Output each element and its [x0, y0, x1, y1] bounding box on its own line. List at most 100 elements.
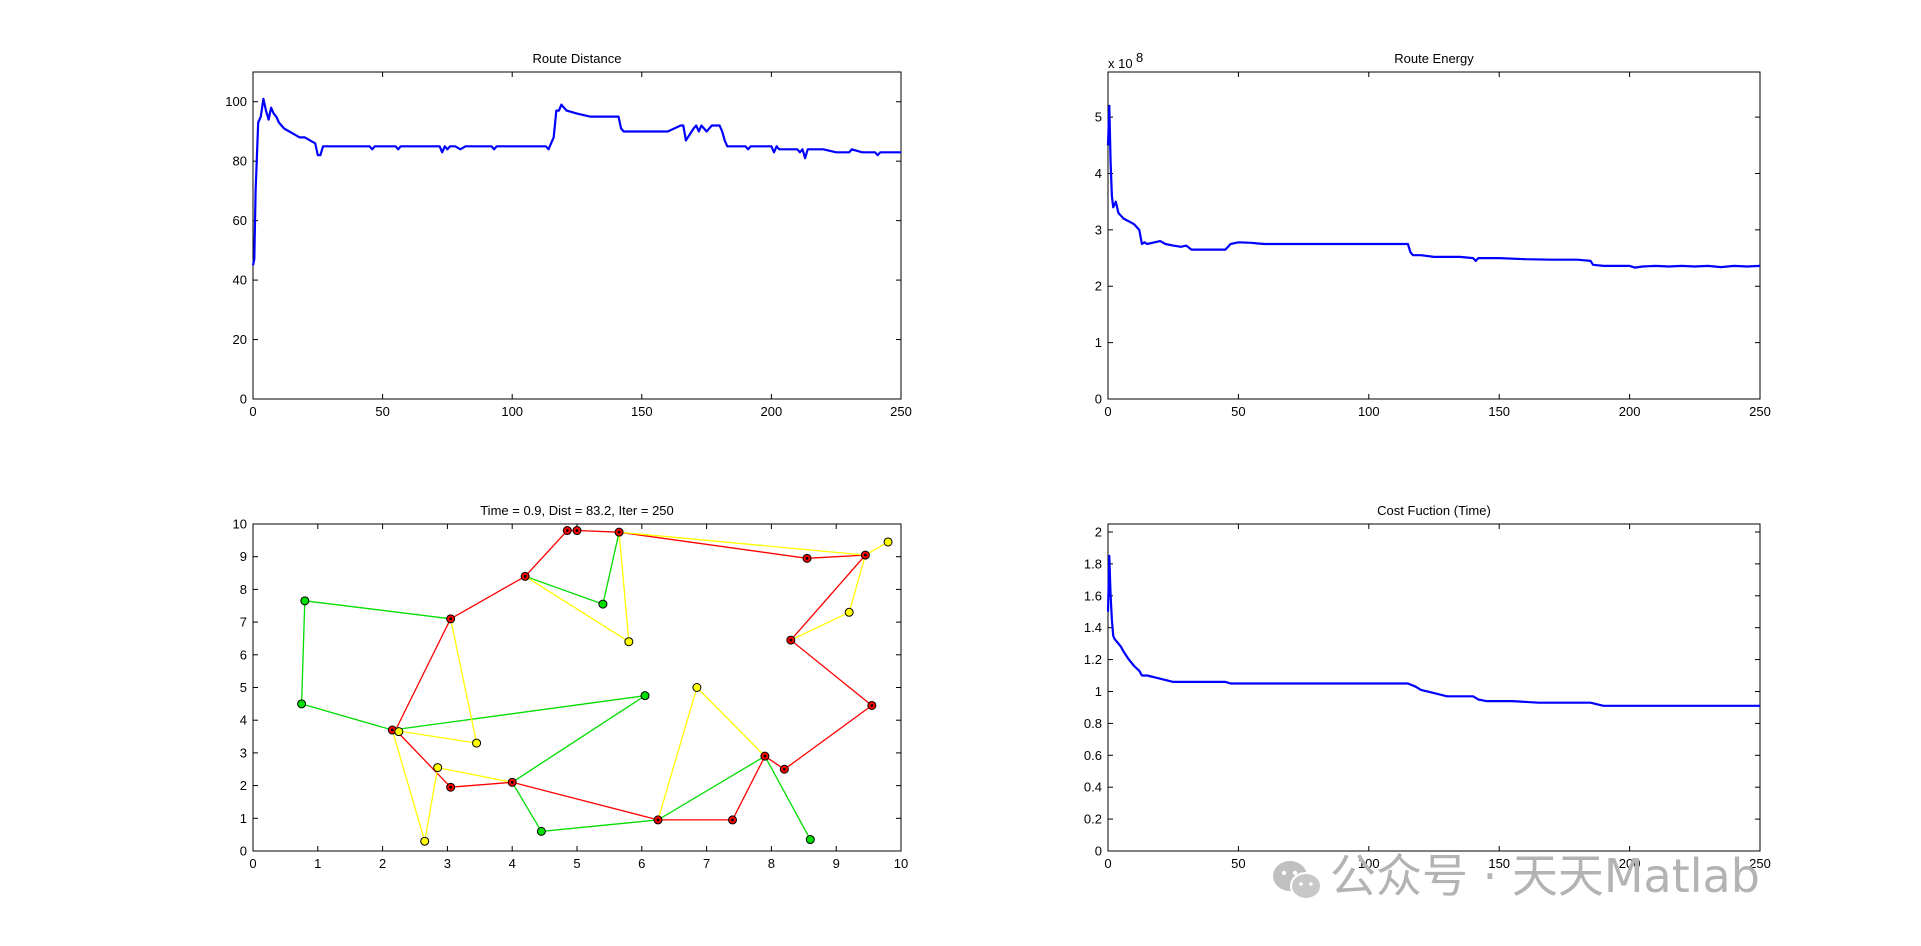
route-node-center	[575, 529, 579, 532]
chart-title: Route Energy	[1394, 51, 1474, 66]
route-node-center	[449, 617, 453, 621]
y-tick-label: 0.6	[1084, 748, 1102, 763]
route-node	[472, 738, 482, 748]
route-node-center	[449, 785, 453, 789]
watermark: 公众号 · 天天Matlab	[1273, 849, 1760, 903]
y-tick-label: 0.4	[1084, 780, 1102, 795]
plot-area	[252, 71, 902, 400]
plot-area	[1107, 523, 1761, 852]
y-tick-label: 1	[240, 811, 247, 826]
y-tick-label: 1.4	[1084, 620, 1102, 635]
x-tick-label: 50	[375, 404, 389, 419]
series-line	[1106, 554, 1760, 707]
x-tick-label: 150	[1488, 404, 1510, 419]
route-node-center	[656, 818, 660, 822]
cost-function-panel: 0 50 100 150 200 250 0 0.2 0.4 0.6 0.8 1 1.2 1.4 1.6 1.…	[1084, 503, 1771, 871]
y-exponent-label: x 10	[1108, 56, 1133, 71]
watermark-text: 公众号 · 天天Matlab	[1330, 849, 1760, 903]
x-tick-label: 100	[1358, 856, 1380, 871]
x-tick-label: 4	[509, 856, 516, 871]
y-tick-label: 3	[240, 745, 247, 760]
y-tick-label: 0.2	[1084, 812, 1102, 827]
route-node-center	[805, 556, 809, 560]
y-tick-label: 6	[240, 647, 247, 662]
y-tick-label: 2	[1095, 279, 1102, 294]
x-tick-label: 250	[1749, 404, 1771, 419]
route-node-center	[390, 728, 394, 732]
x-tick-label: 150	[1488, 856, 1510, 871]
route-node	[300, 596, 310, 606]
wechat-icon	[1273, 861, 1322, 900]
route-node	[805, 835, 815, 845]
route-node	[844, 607, 854, 617]
route-node	[598, 599, 608, 609]
y-tick-label: 1.2	[1084, 652, 1102, 667]
route-path-yellow-b	[449, 618, 478, 744]
y-tick-label: 20	[233, 332, 247, 347]
y-tick-label: 1.6	[1084, 588, 1102, 603]
y-exponent-power: 8	[1136, 50, 1143, 65]
y-tick-label: 0	[1095, 392, 1102, 407]
route-node	[433, 763, 443, 773]
x-tick-label: 50	[1231, 856, 1245, 871]
x-tick-label: 200	[761, 404, 783, 419]
y-tick-label: 0	[240, 392, 247, 407]
y-tick-label: 4	[240, 713, 247, 728]
y-tick-label: 4	[1095, 166, 1102, 181]
route-node-center	[763, 754, 767, 758]
route-distance-panel: 0 50 100 150 200 250 0 20 40 60 80 100 Route Distanc…	[225, 51, 912, 419]
route-map-panel: 0 1 2 3 4 5 6 7 8 9 10 0 1 2 3 4 5 6 7 8 9 10 Time = 0.9, Dist…	[233, 503, 909, 871]
x-tick-label: 3	[444, 856, 451, 871]
y-tick-label: 60	[233, 213, 247, 228]
x-tick-label: 2	[379, 856, 386, 871]
y-tick-label: 0	[1095, 844, 1102, 859]
route-node-center	[510, 780, 514, 784]
x-tick-label: 0	[1104, 856, 1111, 871]
route-node	[420, 836, 430, 846]
x-tick-label: 5	[573, 856, 580, 871]
y-tick-label: 9	[240, 549, 247, 564]
y-tick-label: 5	[240, 680, 247, 695]
x-tick-label: 150	[631, 404, 653, 419]
y-tick-label: 7	[240, 615, 247, 630]
y-tick-label: 5	[1095, 110, 1102, 125]
x-tick-label: 50	[1231, 404, 1245, 419]
route-node-center	[731, 818, 734, 822]
y-tick-label: 0	[240, 844, 247, 859]
x-tick-label: 200	[1619, 856, 1641, 871]
plot-area	[252, 523, 902, 852]
x-tick-label: 200	[1619, 404, 1641, 419]
y-tick-label: 1.8	[1084, 556, 1102, 571]
route-node	[297, 699, 307, 709]
x-tick-label: 6	[638, 856, 645, 871]
plot-area	[1107, 71, 1761, 400]
x-tick-label: 0	[249, 856, 256, 871]
route-node	[624, 637, 634, 647]
y-tick-label: 100	[225, 94, 247, 109]
x-tick-label: 100	[1358, 404, 1380, 419]
x-tick-label: 0	[249, 404, 256, 419]
x-tick-label: 1	[314, 856, 321, 871]
y-tick-label: 2	[240, 778, 247, 793]
y-tick-label: 8	[240, 582, 247, 597]
y-tick-label: 3	[1095, 222, 1102, 237]
route-node	[394, 727, 404, 737]
series-line	[1106, 104, 1761, 269]
route-node-center	[565, 529, 569, 532]
x-tick-label: 10	[894, 856, 908, 871]
chart-title: Time = 0.9, Dist = 83.2, Iter = 250	[480, 503, 674, 518]
route-node-center	[789, 638, 793, 642]
x-tick-label: 100	[501, 404, 523, 419]
x-tick-label: 8	[768, 856, 775, 871]
chart-title: Route Distance	[533, 51, 622, 66]
y-tick-label: 0.8	[1084, 716, 1102, 731]
y-tick-label: 40	[233, 273, 247, 288]
chart-title: Cost Fuction (Time)	[1377, 503, 1491, 518]
route-node-center	[617, 530, 621, 534]
x-tick-label: 9	[833, 856, 840, 871]
route-node	[692, 683, 702, 692]
y-tick-label: 1	[1095, 335, 1102, 350]
route-node	[536, 826, 546, 836]
y-tick-label: 2	[1095, 524, 1102, 539]
